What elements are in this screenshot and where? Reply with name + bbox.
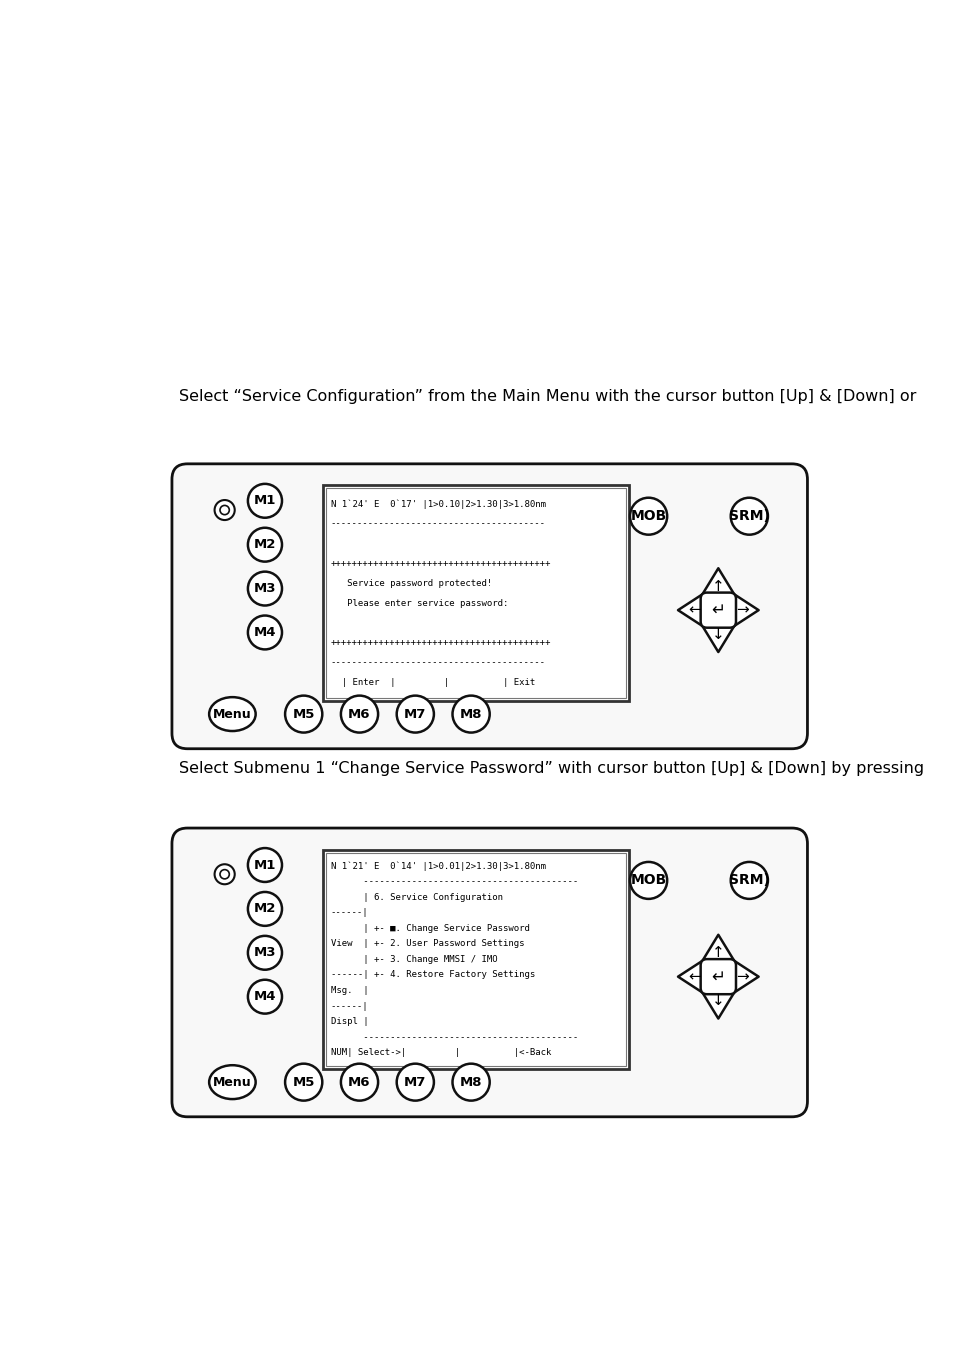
Text: MOB: MOB xyxy=(630,509,666,524)
Text: ←: ← xyxy=(687,969,700,984)
Circle shape xyxy=(730,861,767,899)
Circle shape xyxy=(248,483,282,518)
Text: +++++++++++++++++++++++++++++++++++++++++: ++++++++++++++++++++++++++++++++++++++++… xyxy=(331,639,551,648)
Text: M4: M4 xyxy=(253,626,276,639)
Text: | Enter  |         |          | Exit: | Enter | | | Exit xyxy=(331,678,535,687)
Text: Menu: Menu xyxy=(213,707,252,721)
Text: M6: M6 xyxy=(348,707,371,721)
Circle shape xyxy=(248,848,282,882)
Circle shape xyxy=(452,1064,489,1100)
FancyBboxPatch shape xyxy=(700,958,735,994)
Circle shape xyxy=(285,1064,322,1100)
Text: M5: M5 xyxy=(293,1076,314,1088)
Text: Please enter service password:: Please enter service password: xyxy=(331,598,508,608)
Text: ------| +- 4. Restore Factory Settings: ------| +- 4. Restore Factory Settings xyxy=(331,971,535,979)
Bar xyxy=(326,853,625,1066)
Circle shape xyxy=(248,571,282,606)
Text: MOB: MOB xyxy=(630,873,666,887)
Text: | +- ■. Change Service Password: | +- ■. Change Service Password xyxy=(331,923,529,933)
Circle shape xyxy=(248,892,282,926)
Circle shape xyxy=(730,498,767,535)
Text: | 6. Service Configuration: | 6. Service Configuration xyxy=(331,892,502,902)
Text: ↵: ↵ xyxy=(711,601,724,620)
Polygon shape xyxy=(734,594,758,626)
Text: M2: M2 xyxy=(253,539,275,551)
Ellipse shape xyxy=(209,697,255,732)
Circle shape xyxy=(214,500,234,520)
Text: | +- 3. Change MMSI / IMO: | +- 3. Change MMSI / IMO xyxy=(331,954,497,964)
Text: M7: M7 xyxy=(404,707,426,721)
Polygon shape xyxy=(701,934,734,961)
Polygon shape xyxy=(701,992,734,1018)
Circle shape xyxy=(220,505,229,514)
Polygon shape xyxy=(701,568,734,594)
Text: NUM| Select->|         |          |<-Back: NUM| Select->| | |<-Back xyxy=(331,1049,551,1057)
Text: ↵: ↵ xyxy=(711,968,724,986)
Text: ↓: ↓ xyxy=(711,626,724,641)
Circle shape xyxy=(214,864,234,884)
Text: Displ |: Displ | xyxy=(331,1017,368,1026)
Bar xyxy=(323,849,629,1069)
Text: Msg.  |: Msg. | xyxy=(331,986,368,995)
Text: Menu: Menu xyxy=(213,1076,252,1088)
Text: ↑: ↑ xyxy=(711,945,724,960)
Polygon shape xyxy=(734,961,758,992)
Text: M8: M8 xyxy=(459,707,482,721)
Circle shape xyxy=(452,695,489,733)
Circle shape xyxy=(248,980,282,1014)
FancyBboxPatch shape xyxy=(172,828,806,1116)
Text: SRM): SRM) xyxy=(728,873,769,887)
Text: ----------------------------------------: ---------------------------------------- xyxy=(331,520,545,528)
Circle shape xyxy=(629,861,666,899)
Text: Select Submenu 1 “Change Service Password” with cursor button [Up] & [Down] by p: Select Submenu 1 “Change Service Passwor… xyxy=(179,761,923,776)
Polygon shape xyxy=(678,594,701,626)
Text: ----------------------------------------: ---------------------------------------- xyxy=(331,659,545,667)
Circle shape xyxy=(220,869,229,879)
Text: M4: M4 xyxy=(253,990,276,1003)
Text: Select “Service Configuration” from the Main Menu with the cursor button [Up] & : Select “Service Configuration” from the … xyxy=(179,389,915,404)
Polygon shape xyxy=(678,961,701,992)
Text: M8: M8 xyxy=(459,1076,482,1088)
FancyBboxPatch shape xyxy=(172,464,806,749)
Text: M5: M5 xyxy=(293,707,314,721)
Circle shape xyxy=(629,498,666,535)
Circle shape xyxy=(285,695,322,733)
Text: →: → xyxy=(735,969,748,984)
Text: ----------------------------------------: ---------------------------------------- xyxy=(331,1033,578,1042)
Text: M1: M1 xyxy=(253,494,275,508)
Text: M7: M7 xyxy=(404,1076,426,1088)
Text: N 1`24' E  0`17' |1>0.10|2>1.30|3>1.80nm: N 1`24' E 0`17' |1>0.10|2>1.30|3>1.80nm xyxy=(331,500,545,509)
Text: →: → xyxy=(735,602,748,618)
Text: ↓: ↓ xyxy=(711,994,724,1008)
Circle shape xyxy=(248,616,282,649)
Circle shape xyxy=(248,936,282,969)
Text: M2: M2 xyxy=(253,902,275,915)
FancyBboxPatch shape xyxy=(700,593,735,628)
Text: ←: ← xyxy=(687,602,700,618)
Text: M3: M3 xyxy=(253,946,276,960)
Text: ----------------------------------------: ---------------------------------------- xyxy=(331,878,578,886)
Circle shape xyxy=(340,1064,377,1100)
Circle shape xyxy=(248,528,282,562)
Text: M1: M1 xyxy=(253,859,275,872)
Bar xyxy=(323,486,629,701)
Circle shape xyxy=(340,695,377,733)
Text: Service password protected!: Service password protected! xyxy=(331,579,492,587)
Text: ↑: ↑ xyxy=(711,579,724,594)
Text: +++++++++++++++++++++++++++++++++++++++++: ++++++++++++++++++++++++++++++++++++++++… xyxy=(331,559,551,568)
Text: M6: M6 xyxy=(348,1076,371,1088)
Text: SRM): SRM) xyxy=(728,509,769,524)
Text: N 1`21' E  0`14' |1>0.01|2>1.30|3>1.80nm: N 1`21' E 0`14' |1>0.01|2>1.30|3>1.80nm xyxy=(331,861,545,871)
Circle shape xyxy=(396,695,434,733)
Text: M3: M3 xyxy=(253,582,276,595)
Ellipse shape xyxy=(209,1065,255,1099)
Bar xyxy=(326,489,625,698)
Polygon shape xyxy=(701,626,734,652)
Circle shape xyxy=(396,1064,434,1100)
Text: ------|: ------| xyxy=(331,1002,368,1011)
Text: ------|: ------| xyxy=(331,909,368,917)
Text: View  | +- 2. User Password Settings: View | +- 2. User Password Settings xyxy=(331,940,524,948)
